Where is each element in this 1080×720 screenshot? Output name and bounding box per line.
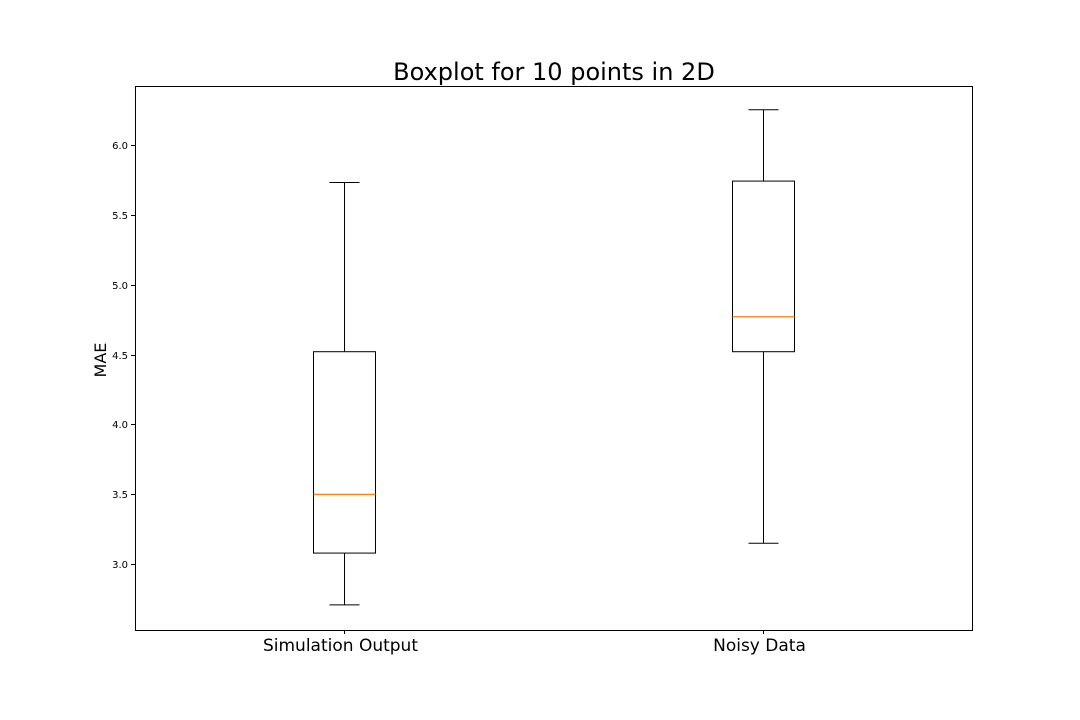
chart-title: Boxplot for 10 points in 2D — [393, 58, 715, 86]
x-tick-label: Simulation Output — [263, 636, 418, 656]
y-tick-label: 5.0 — [112, 281, 128, 292]
y-tick-label: 3.0 — [112, 560, 128, 571]
y-tick-label: 6.0 — [112, 141, 128, 152]
box-iqr — [732, 180, 795, 353]
y-axis-label: MAE — [91, 343, 110, 378]
y-tick-label: 4.0 — [112, 420, 128, 431]
plot-area: 3.0 3.5 4.0 4.5 5.0 5.5 6.0 Simulation Output No… — [112, 86, 973, 656]
box-iqr — [313, 351, 376, 554]
x-tick-label: Noisy Data — [713, 636, 806, 656]
plot-frame — [135, 86, 973, 631]
y-tick-label: 4.5 — [112, 351, 128, 362]
y-tick-label: 3.5 — [112, 490, 128, 501]
y-tick-label: 5.5 — [112, 211, 128, 222]
